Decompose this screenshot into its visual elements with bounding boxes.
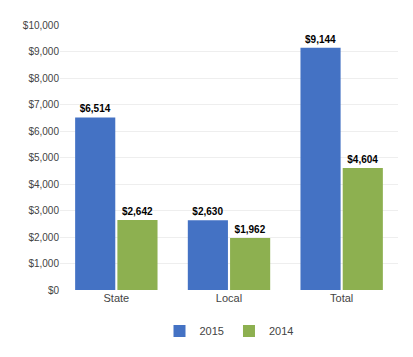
svg-text:$8,000: $8,000 <box>28 73 59 84</box>
svg-text:Local: Local <box>216 292 242 304</box>
svg-text:$6,514: $6,514 <box>80 103 111 114</box>
svg-text:Total: Total <box>330 292 353 304</box>
svg-text:$2,000: $2,000 <box>28 232 59 243</box>
svg-text:$2,630: $2,630 <box>192 206 223 217</box>
svg-text:$4,000: $4,000 <box>28 179 59 190</box>
svg-text:$10,000: $10,000 <box>23 20 60 31</box>
svg-text:$5,000: $5,000 <box>28 152 59 163</box>
svg-text:$6,000: $6,000 <box>28 126 59 137</box>
svg-text:$2,642: $2,642 <box>122 206 153 217</box>
svg-text:$0: $0 <box>48 285 60 296</box>
svg-text:$3,000: $3,000 <box>28 205 59 216</box>
svg-text:$9,000: $9,000 <box>28 46 59 57</box>
svg-text:2014: 2014 <box>269 325 293 337</box>
svg-text:$7,000: $7,000 <box>28 99 59 110</box>
svg-text:$4,604: $4,604 <box>347 154 378 165</box>
svg-text:$1,000: $1,000 <box>28 258 59 269</box>
svg-text:$9,144: $9,144 <box>305 34 336 45</box>
svg-text:$1,962: $1,962 <box>235 224 266 235</box>
svg-text:2015: 2015 <box>200 325 224 337</box>
svg-text:State: State <box>103 292 129 304</box>
